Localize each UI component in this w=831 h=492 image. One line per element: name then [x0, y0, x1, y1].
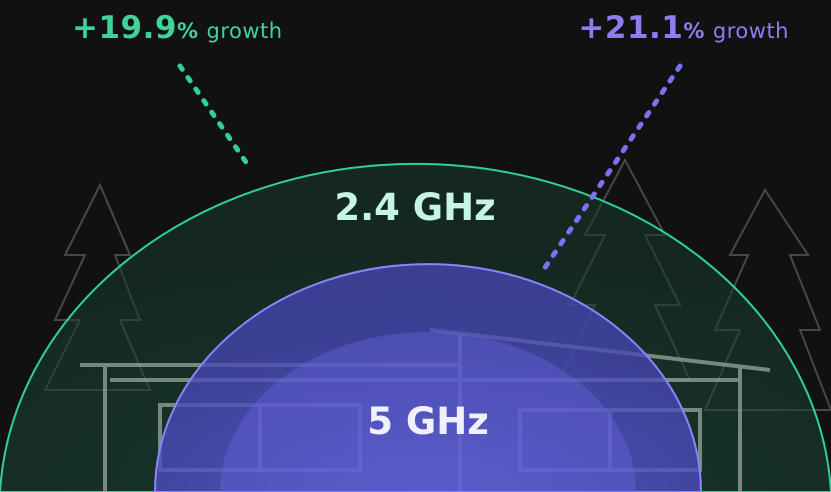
growth-5ghz: +21.1% growth: [578, 10, 789, 46]
growth-right-leader: [537, 63, 683, 278]
growth-2-4ghz-label: growth: [206, 19, 283, 43]
growth-2-4ghz: +19.9% growth: [72, 10, 283, 46]
growth-left-leader: [177, 63, 253, 171]
inner-core-dome: [220, 332, 636, 492]
growth-5ghz-label: growth: [712, 19, 789, 43]
band-label-5ghz: 5 GHz: [367, 400, 489, 443]
growth-2-4ghz-value: +19.9: [72, 10, 177, 46]
inner-coverage-dome: [153, 263, 703, 492]
growth-5ghz-unit: %: [683, 19, 705, 43]
growth-2-4ghz-unit: %: [176, 19, 199, 43]
band-label-2-4ghz: 2.4 GHz: [334, 186, 496, 229]
growth-5ghz-value: +21.1: [578, 10, 684, 46]
